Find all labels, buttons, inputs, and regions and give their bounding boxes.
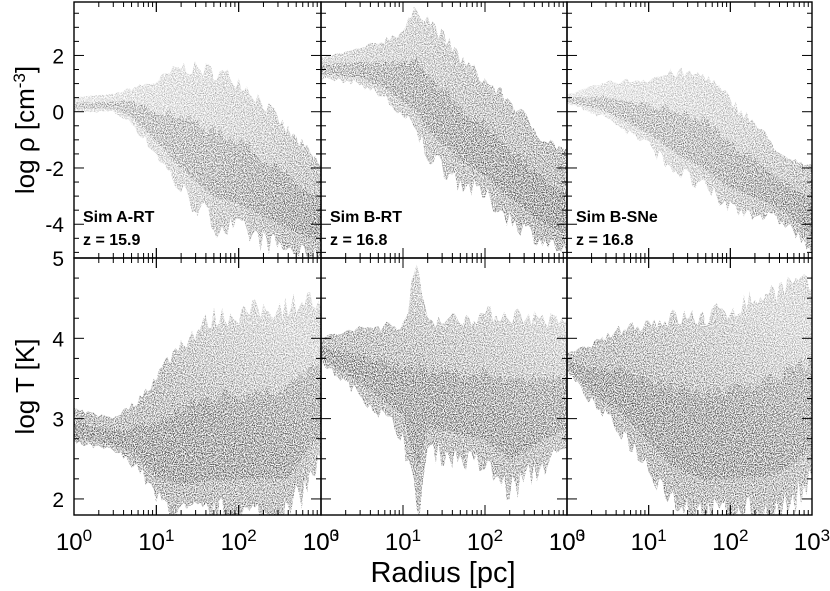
scatter-cloud-body bbox=[321, 6, 567, 254]
x-tick-label-base: 10 bbox=[549, 529, 576, 556]
panel-sim-name: Sim B-SNe bbox=[576, 209, 658, 226]
x-tick-label: 101 bbox=[631, 526, 667, 557]
x-tick-label-exp: 1 bbox=[165, 526, 174, 545]
x-tick-label-base: 10 bbox=[138, 529, 165, 556]
y-tick-label: -2 bbox=[45, 158, 64, 181]
scatter-cloud-core bbox=[321, 55, 567, 235]
x-tick-label-base: 10 bbox=[303, 529, 330, 556]
x-tick-label: 101 bbox=[138, 526, 174, 557]
x-tick-label-exp: 2 bbox=[247, 526, 256, 545]
y-tick-label: 0 bbox=[52, 102, 64, 125]
x-tick-label-base: 10 bbox=[631, 529, 658, 556]
scatter-cloud-body bbox=[74, 292, 321, 515]
x-tick-label-base: 10 bbox=[549, 529, 576, 556]
scatter-cloud-density-3 bbox=[567, 67, 812, 256]
scatter-cloud-density-2 bbox=[321, 6, 567, 254]
x-tick-label-base: 10 bbox=[56, 529, 83, 556]
scatter-cloud-temperature-1 bbox=[74, 292, 321, 515]
y-axis-label-tail: ] bbox=[10, 66, 40, 73]
x-tick-label-base: 10 bbox=[221, 529, 248, 556]
x-tick-label-base: 10 bbox=[794, 529, 821, 556]
y-axis-label: log ρ [cm-3] bbox=[10, 66, 41, 194]
x-tick-label-exp: 1 bbox=[412, 526, 421, 545]
y-tick-label: 2 bbox=[52, 45, 64, 68]
x-tick-label: 103 bbox=[794, 526, 830, 557]
y-tick-label: -4 bbox=[45, 214, 64, 237]
scatter-cloud-core bbox=[74, 362, 321, 485]
scatter-cloud-density-1 bbox=[74, 60, 321, 258]
scatter-cloud-core bbox=[567, 358, 812, 481]
scatter-cloud-body bbox=[567, 67, 812, 256]
x-tick-label: 101 bbox=[385, 526, 421, 557]
y-axis-label-sup: -3 bbox=[10, 73, 29, 88]
panel-redshift: z = 16.8 bbox=[576, 232, 633, 249]
y-axis-label-main: log T [K] bbox=[10, 339, 40, 435]
panel-frame bbox=[566, 257, 813, 516]
y-tick-label: 3 bbox=[52, 409, 64, 432]
scatter-cloud-core bbox=[321, 346, 567, 469]
panel-redshift: z = 15.9 bbox=[83, 232, 140, 249]
y-tick-label: 4 bbox=[52, 328, 64, 351]
x-tick-label-exp: 1 bbox=[657, 526, 666, 545]
x-tick-label: 103 bbox=[549, 526, 585, 557]
scatter-cloud-body bbox=[321, 264, 567, 515]
scatter-cloud-body bbox=[567, 274, 812, 515]
panels-layer bbox=[74, 6, 812, 515]
scatter-cloud-temperature-2 bbox=[321, 264, 567, 515]
y-tick-label: 5 bbox=[52, 248, 64, 271]
x-tick-label-exp: 0 bbox=[330, 526, 339, 545]
x-tick-label-exp: 2 bbox=[739, 526, 748, 545]
x-tick-label-base: 10 bbox=[712, 529, 739, 556]
x-tick-label: 100 bbox=[56, 526, 92, 557]
x-tick-label: 100 bbox=[549, 526, 585, 557]
panel-sim-name: Sim B-RT bbox=[330, 209, 402, 226]
scatter-cloud-core bbox=[74, 100, 321, 242]
x-tick-label-exp: 0 bbox=[576, 526, 585, 545]
x-tick-label-base: 10 bbox=[385, 529, 412, 556]
y-axis-label: log T [K] bbox=[10, 339, 40, 435]
x-tick-label-exp: 3 bbox=[576, 526, 585, 545]
x-axis-label: Radius [pc] bbox=[370, 557, 515, 589]
scatter-cloud-body bbox=[74, 60, 321, 258]
y-axis-label-main: log ρ [cm bbox=[10, 88, 40, 194]
x-tick-label-exp: 2 bbox=[494, 526, 503, 545]
scatter-cloud-core bbox=[567, 95, 812, 238]
x-tick-label-base: 10 bbox=[303, 529, 330, 556]
x-tick-label-exp: 3 bbox=[330, 526, 339, 545]
x-tick-label: 100 bbox=[303, 526, 339, 557]
x-tick-label-exp: 0 bbox=[83, 526, 92, 545]
panel-redshift: z = 16.8 bbox=[330, 232, 387, 249]
x-tick-label-exp: 3 bbox=[821, 526, 830, 545]
scatter-cloud-temperature-3 bbox=[567, 274, 812, 515]
x-tick-label: 103 bbox=[303, 526, 339, 557]
x-tick-label: 102 bbox=[467, 526, 503, 557]
x-tick-label: 102 bbox=[712, 526, 748, 557]
panel-sim-name: Sim A-RT bbox=[83, 209, 155, 226]
x-tick-label-base: 10 bbox=[467, 529, 494, 556]
x-tick-label: 102 bbox=[221, 526, 257, 557]
y-tick-label: 2 bbox=[52, 489, 64, 512]
